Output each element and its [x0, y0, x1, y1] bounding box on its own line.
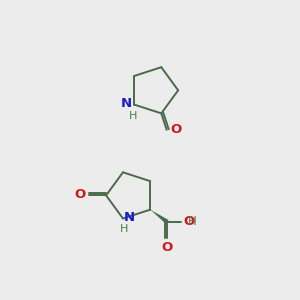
Text: O: O — [184, 215, 195, 228]
Text: O: O — [170, 123, 181, 136]
Text: N: N — [121, 97, 132, 110]
Text: N: N — [124, 211, 135, 224]
Text: O: O — [74, 188, 85, 201]
Text: H: H — [120, 224, 128, 235]
Text: O: O — [162, 241, 173, 254]
Text: H: H — [129, 110, 137, 121]
Polygon shape — [150, 210, 169, 224]
Text: H: H — [188, 215, 197, 228]
